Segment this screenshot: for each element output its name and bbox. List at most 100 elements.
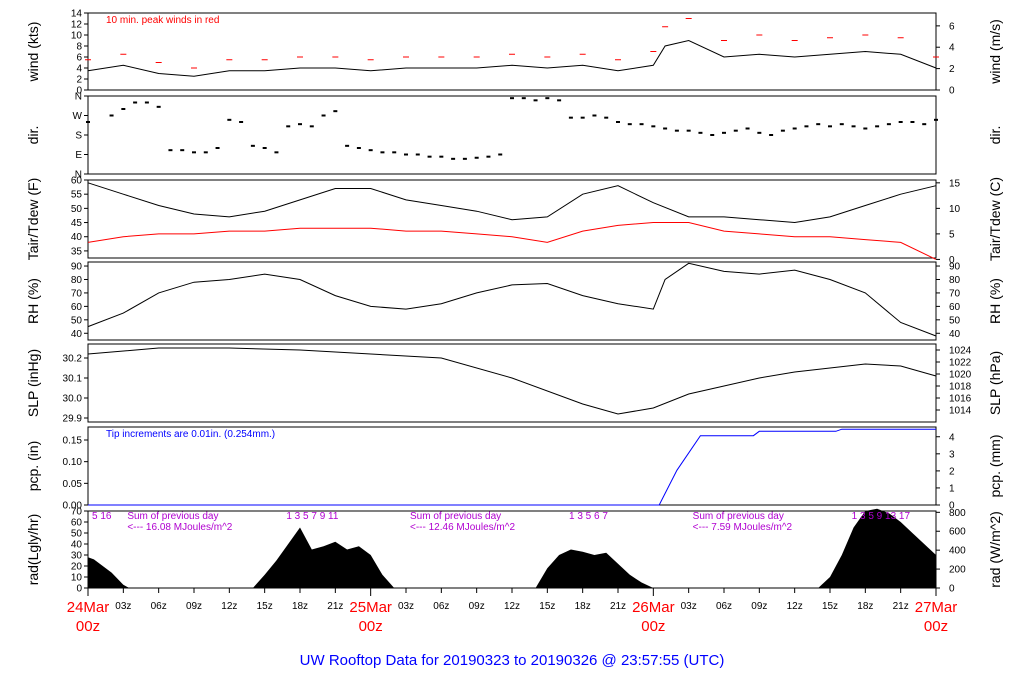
right-tick-label: 3 [949, 449, 955, 460]
day-hour-label: 00z [641, 618, 665, 635]
left-tick-label: 30 [71, 551, 83, 562]
right-tick-label: 10 [949, 204, 961, 215]
series-1 [87, 262, 937, 337]
y-axis-label-right: RH (%) [987, 278, 1003, 324]
left-tick-label: 90 [71, 262, 83, 273]
left-tick-label: 50 [71, 529, 83, 540]
daily-note: 1 3 5 6 7 [569, 511, 608, 522]
left-tick-label: 4 [76, 64, 82, 75]
left-tick-label: 60 [71, 518, 83, 529]
panel-6: 0.00 0.05 0.10 0.15 0 1 2 3 4 pcp. (in) pcp. (mm) T… [25, 426, 1003, 512]
chart-title: UW Rooftop Data for 20190323 to 20190326… [300, 652, 725, 669]
panel-4: 40 50 60 70 80 90 40 50 60 70 80 90 RH (%) RH (%) [25, 261, 1003, 341]
y-axis-label: rad(Lgly/hr) [25, 514, 41, 586]
left-tick-label: 0.15 [63, 436, 83, 447]
x-tick-label: 21z [327, 601, 343, 612]
left-tick-label: 0.10 [63, 457, 83, 468]
panel-5: 29.9 30.0 30.1 30.2 101410161018102010221024… [25, 343, 1003, 425]
series-1 [88, 508, 936, 588]
panel-frame [87, 12, 937, 91]
x-tick-label: 06z [433, 601, 449, 612]
x-tick-label: 12z [504, 601, 520, 612]
left-tick-label: 0.00 [63, 501, 83, 512]
left-tick-label: 10 [71, 31, 83, 42]
left-tick-label: 30.2 [63, 354, 83, 365]
series-line [87, 39, 937, 77]
series-1 [86, 97, 938, 160]
panel-annotation: Tip increments are 0.01in. (0.254mm.) [106, 429, 275, 440]
left-tick-label: 29.9 [63, 414, 83, 425]
x-tick-label: 03z [681, 601, 697, 612]
x-tick-label: 15z [822, 601, 838, 612]
x-tick-label: 03z [115, 601, 131, 612]
series-1 [88, 428, 936, 506]
left-tick-label: 70 [71, 507, 83, 518]
series-2 [85, 18, 939, 69]
left-tick-label: W [73, 111, 83, 122]
right-tick-label: 200 [949, 565, 966, 576]
right-tick-label: 1018 [949, 382, 972, 393]
y-axis-label-right: pcp. (mm) [987, 435, 1003, 498]
left-tick-label: 70 [71, 288, 83, 299]
x-tick-label: 18z [857, 601, 873, 612]
left-tick-label: 60 [71, 176, 83, 187]
right-tick-label: 15 [949, 178, 961, 189]
right-tick-label: 70 [949, 288, 961, 299]
right-tick-label: 2 [949, 466, 955, 477]
day-label: 25Mar [349, 599, 392, 616]
left-tick-label: 40 [71, 329, 83, 340]
right-tick-label: 0 [949, 255, 955, 266]
x-tick-label: 12z [221, 601, 237, 612]
daily-note: <--- 7.59 MJoules/m^2 [693, 522, 793, 533]
right-tick-label: 1024 [949, 346, 972, 357]
daily-note: <--- 16.08 MJoules/m^2 [127, 522, 232, 533]
series-line [88, 428, 936, 506]
x-tick-label: 15z [257, 601, 273, 612]
panel-frame [87, 95, 937, 175]
y-axis-label: dir. [25, 126, 41, 145]
right-tick-label: 6 [949, 21, 955, 32]
right-tick-label: 0 [949, 86, 955, 97]
series-line [87, 262, 937, 337]
series-line [87, 182, 937, 224]
panel-frame [87, 179, 937, 259]
daily-note: <--- 12.46 MJoules/m^2 [410, 522, 515, 533]
x-tick-label: 06z [151, 601, 167, 612]
y-axis-label-right: dir. [987, 126, 1003, 145]
series-1 [87, 182, 937, 224]
daily-note: 1 3 5 9 13 17 [852, 511, 911, 522]
daily-note: Sum of previous day [410, 511, 501, 522]
radiation-area [88, 508, 936, 588]
left-tick-label: 10 [71, 573, 83, 584]
right-tick-label: 4 [949, 43, 955, 54]
day-hour-label: 00z [924, 618, 948, 635]
right-tick-label: 40 [949, 329, 961, 340]
left-tick-label: N [75, 92, 82, 103]
right-tick-label: 1014 [949, 406, 972, 417]
x-tick-label: 03z [398, 601, 414, 612]
series-1 [87, 347, 937, 415]
left-tick-label: 14 [71, 9, 83, 20]
series-line [87, 222, 937, 260]
y-axis-label-right: rad (W/m^2) [987, 511, 1003, 588]
left-tick-label: 0 [76, 584, 82, 595]
right-tick-label: 80 [949, 275, 961, 286]
left-tick-label: 12 [71, 20, 83, 31]
day-label: 26Mar [632, 599, 675, 616]
right-tick-label: 600 [949, 527, 966, 538]
y-axis-label: SLP (inHg) [25, 349, 41, 417]
left-tick-label: 0.05 [63, 479, 83, 490]
right-tick-label: 5 [949, 229, 955, 240]
x-tick-label: 15z [539, 601, 555, 612]
x-axis: 03z 06z 09z 12z 15z 18z 21z 03z 06z 09z 12z 15z 18z 2… [67, 588, 957, 635]
left-tick-label: 8 [76, 42, 82, 53]
y-axis-label: Tair/Tdew (F) [25, 178, 41, 260]
x-tick-label: 09z [469, 601, 485, 612]
left-tick-label: 30.0 [63, 394, 83, 405]
daily-note: Sum of previous day [127, 511, 218, 522]
series-line [87, 347, 937, 415]
right-tick-label: 1016 [949, 394, 972, 405]
panel-frame [87, 261, 937, 341]
